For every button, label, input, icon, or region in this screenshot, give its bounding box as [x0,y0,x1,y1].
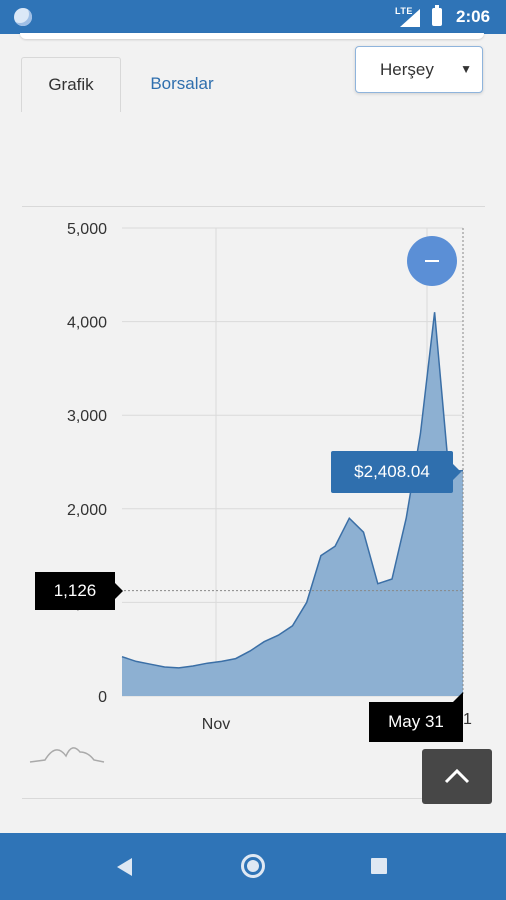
y-tick-label: 0 [98,689,107,706]
y-tick-label: 3,000 [67,408,107,425]
status-bar: LTE 2:06 [0,0,506,34]
y-tick-label: 5,000 [67,221,107,238]
x-crosshair-label: May 31 [369,692,463,742]
range-select[interactable]: Herşey ▼ [355,46,483,93]
caret-down-icon: ▼ [460,62,472,76]
recents-icon[interactable] [371,858,387,874]
back-icon[interactable] [117,858,132,876]
scroll-top-button[interactable] [422,749,492,804]
system-nav-bar [0,833,506,900]
price-tooltip: $2,408.04 [331,451,461,493]
x-tick-label: 1 [463,711,472,728]
minus-circle-icon[interactable] [407,236,457,286]
sparkline-icon[interactable] [29,747,105,763]
chevron-up-icon [444,768,470,784]
tab-borsalar[interactable]: Borsalar [150,74,214,93]
home-icon[interactable] [241,854,265,878]
app-notification-icon [14,8,32,26]
card-edge [20,33,484,39]
signal-icon [400,9,420,27]
status-clock: 2:06 [456,7,491,26]
divider-top [22,206,485,207]
y-crosshair-label: 1,126 [35,572,123,610]
range-select-value: Herşey [380,60,434,79]
battery-icon [432,5,442,26]
divider-bottom [22,798,485,799]
y-tick-label: 2,000 [67,502,107,519]
price-area [122,312,463,696]
x-tick-label: Nov [202,716,230,733]
tab-grafik[interactable]: Grafik [21,57,121,112]
y-tick-label: 4,000 [67,315,107,332]
price-line [121,312,464,669]
